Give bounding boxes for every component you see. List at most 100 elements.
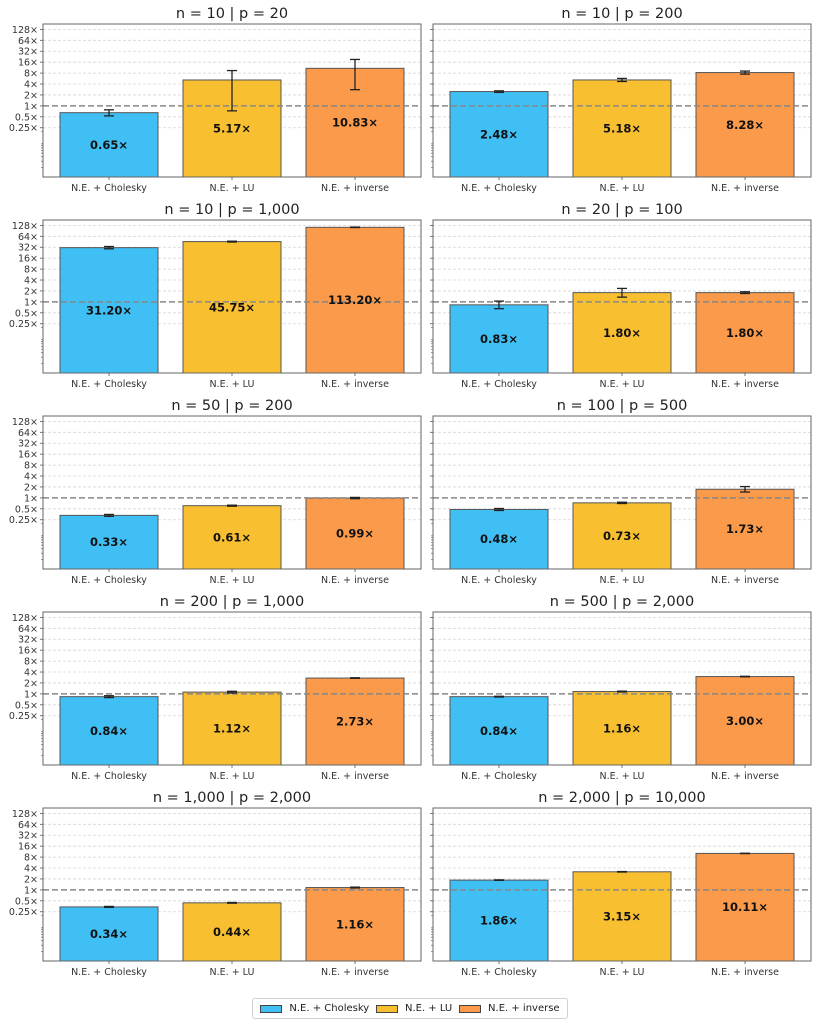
value-label: 0.84× bbox=[480, 724, 518, 738]
x-tick-label: N.E. + inverse bbox=[711, 771, 779, 782]
y-tick-label: 16× bbox=[18, 842, 38, 853]
y-tick-label: 8× bbox=[24, 265, 38, 276]
y-tick-label: 0.25× bbox=[9, 711, 38, 722]
panel-title: n = 20 | p = 100 bbox=[561, 202, 682, 218]
value-label: 0.83× bbox=[480, 332, 518, 346]
bar-lu bbox=[572, 691, 672, 766]
x-tick-label: N.E. + LU bbox=[600, 575, 645, 586]
panel-title: n = 50 | p = 200 bbox=[171, 398, 292, 414]
value-label: 0.84× bbox=[90, 724, 128, 738]
y-tick-label: 1× bbox=[24, 297, 38, 308]
y-tick-label: 64× bbox=[18, 428, 38, 439]
bar-inverse bbox=[695, 292, 795, 374]
y-tick-label: 8× bbox=[24, 69, 38, 80]
legend-swatch-cholesky bbox=[260, 1004, 283, 1013]
value-label: 0.48× bbox=[480, 532, 518, 546]
y-tick-label: 16× bbox=[18, 58, 38, 69]
x-tick-label: N.E. + LU bbox=[210, 379, 255, 390]
legend-swatch-lu bbox=[375, 1004, 398, 1013]
panel-title: n = 1,000 | p = 2,000 bbox=[153, 790, 311, 806]
legend: N.E. + Cholesky N.E. + LU N.E. + inverse bbox=[252, 998, 568, 1019]
x-tick-label: N.E. + Cholesky bbox=[461, 183, 537, 194]
y-tick-label: 64× bbox=[18, 232, 38, 243]
value-label: 2.48× bbox=[480, 127, 518, 141]
y-tick-label: 2× bbox=[24, 678, 38, 689]
panel-title: n = 200 | p = 1,000 bbox=[160, 594, 304, 610]
bar-inverse bbox=[305, 677, 405, 766]
x-tick-label: N.E. + Cholesky bbox=[461, 379, 537, 390]
legend-swatch-inverse bbox=[459, 1004, 482, 1013]
bar-cholesky bbox=[449, 879, 549, 962]
value-label: 3.00× bbox=[726, 714, 764, 728]
value-label: 45.75× bbox=[209, 300, 255, 314]
y-tick-label: 128× bbox=[12, 809, 38, 820]
panel-title: n = 10 | p = 200 bbox=[561, 6, 682, 22]
y-tick-label: 1× bbox=[24, 885, 38, 896]
x-tick-label: N.E. + inverse bbox=[711, 575, 779, 586]
value-label: 0.73× bbox=[603, 529, 641, 543]
y-tick-label: 2× bbox=[24, 286, 38, 297]
x-tick-label: N.E. + LU bbox=[210, 771, 255, 782]
bar-cholesky bbox=[59, 112, 159, 178]
figure-grid: n = 10 | p = 200.65×5.17× 10.83×128×64×32… bbox=[9, 6, 812, 978]
value-label: 0.44× bbox=[213, 925, 251, 939]
y-tick-label: 0.5× bbox=[15, 896, 38, 907]
x-tick-label: N.E. + inverse bbox=[711, 379, 779, 390]
y-tick-label: 64× bbox=[18, 36, 38, 47]
bar-inverse bbox=[305, 497, 405, 570]
value-label: 0.34× bbox=[90, 927, 128, 941]
panel-title: n = 500 | p = 2,000 bbox=[550, 594, 694, 610]
value-label: 1.16× bbox=[603, 721, 641, 735]
value-label: 113.20× bbox=[328, 293, 382, 307]
y-tick-label: 8× bbox=[24, 853, 38, 864]
x-tick-label: N.E. + inverse bbox=[321, 379, 389, 390]
y-tick-label: 0.25× bbox=[9, 123, 38, 134]
value-label: 0.99× bbox=[336, 527, 374, 541]
y-tick-label: 0.5× bbox=[15, 504, 38, 515]
value-label: 1.16× bbox=[336, 917, 374, 931]
y-tick-label: 4× bbox=[24, 80, 38, 91]
y-tick-label: 128× bbox=[12, 221, 38, 232]
y-tick-label: 2× bbox=[24, 482, 38, 493]
x-tick-label: N.E. + inverse bbox=[711, 183, 779, 194]
value-label: 1.73× bbox=[726, 522, 764, 536]
y-tick-label: 4× bbox=[24, 864, 38, 875]
legend-item-lu: N.E. + LU bbox=[375, 1003, 452, 1014]
x-tick-label: N.E. + LU bbox=[600, 379, 645, 390]
y-tick-label: 0.5× bbox=[15, 308, 38, 319]
legend-label-cholesky: N.E. + Cholesky bbox=[289, 1003, 370, 1014]
bar-cholesky bbox=[449, 696, 549, 766]
y-tick-label: 1× bbox=[24, 101, 38, 112]
y-tick-label: 1× bbox=[24, 689, 38, 700]
bar-lu bbox=[572, 292, 672, 374]
value-label: 0.65× bbox=[90, 138, 128, 152]
legend-label-inverse: N.E. + inverse bbox=[488, 1003, 560, 1014]
panel-title: n = 100 | p = 500 bbox=[557, 398, 688, 414]
panel-title: n = 2,000 | p = 10,000 bbox=[538, 790, 705, 806]
x-tick-label: N.E. + inverse bbox=[711, 967, 779, 978]
x-tick-label: N.E. + Cholesky bbox=[71, 771, 147, 782]
value-label: 5.18× bbox=[603, 121, 641, 135]
x-tick-label: N.E. + Cholesky bbox=[71, 379, 147, 390]
y-tick-label: 2× bbox=[24, 90, 38, 101]
y-tick-label: 4× bbox=[24, 472, 38, 483]
value-label: 1.80× bbox=[603, 326, 641, 340]
y-tick-label: 64× bbox=[18, 820, 38, 831]
x-tick-label: N.E. + LU bbox=[600, 771, 645, 782]
panel-title: n = 10 | p = 20 bbox=[176, 6, 288, 22]
x-tick-label: N.E. + Cholesky bbox=[71, 967, 147, 978]
panel-title: n = 10 | p = 1,000 bbox=[164, 202, 299, 218]
x-tick-label: N.E. + Cholesky bbox=[71, 575, 147, 586]
y-tick-label: 128× bbox=[12, 25, 38, 36]
value-label: 0.33× bbox=[90, 535, 128, 549]
x-tick-label: N.E. + inverse bbox=[321, 967, 389, 978]
y-tick-label: 32× bbox=[18, 831, 38, 842]
y-tick-label: 128× bbox=[12, 417, 38, 428]
legend-item-inverse: N.E. + inverse bbox=[459, 1003, 560, 1014]
x-tick-label: N.E. + inverse bbox=[321, 771, 389, 782]
bar-cholesky bbox=[59, 906, 159, 962]
bar-inverse bbox=[305, 887, 405, 962]
value-label: 8.28× bbox=[726, 118, 764, 132]
y-tick-label: 16× bbox=[18, 254, 38, 265]
value-label: 3.15× bbox=[603, 909, 641, 923]
